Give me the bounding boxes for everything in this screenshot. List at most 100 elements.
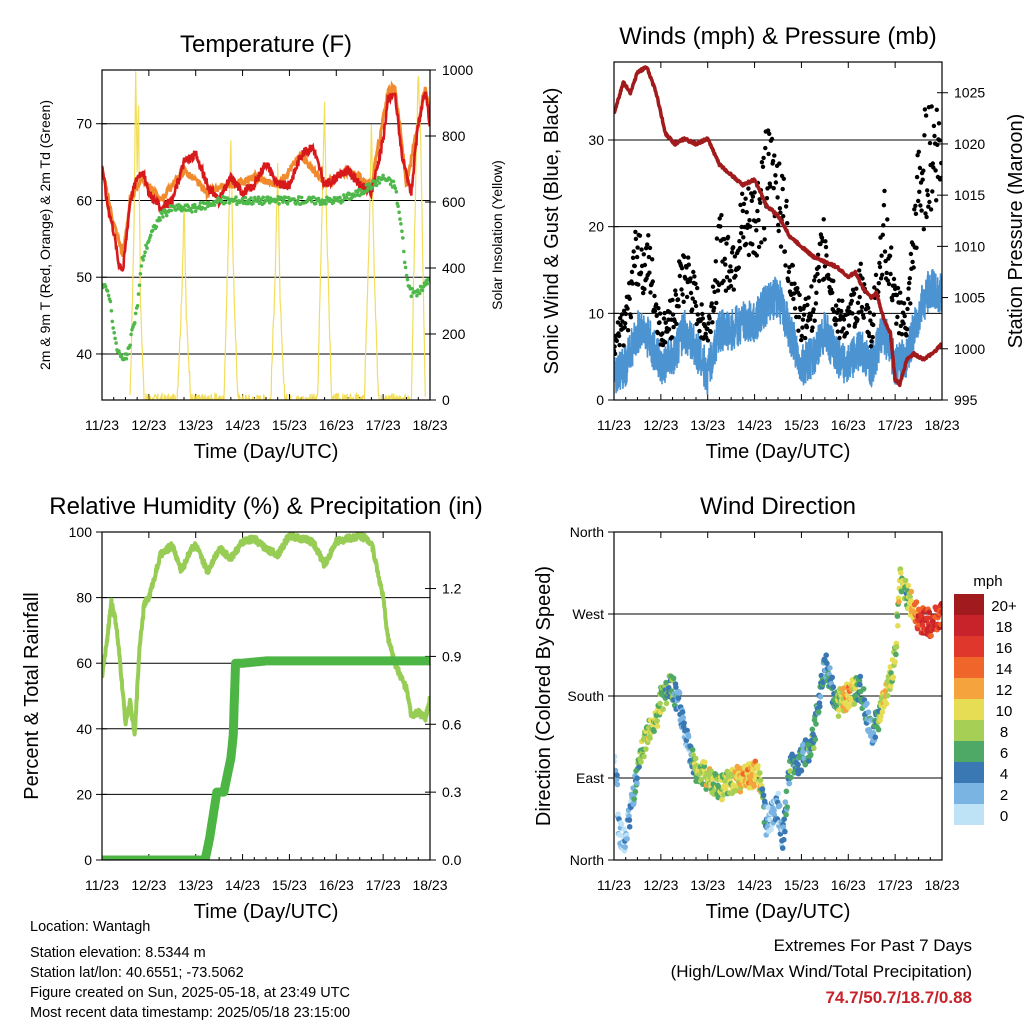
direction-point <box>905 582 912 589</box>
gust-point <box>619 312 625 317</box>
gust-point <box>817 278 822 284</box>
gust-point <box>633 229 638 235</box>
dewpoint-point <box>249 196 253 200</box>
rh-line <box>102 532 430 737</box>
direction-point <box>817 703 823 710</box>
winds-y2tick-label: 1000 <box>954 341 985 357</box>
gust-point <box>723 262 728 267</box>
dewpoint-point <box>109 309 114 313</box>
legend-swatch <box>954 699 984 720</box>
gust-point <box>740 208 745 214</box>
gust-point <box>894 292 899 298</box>
direction-point <box>638 759 644 765</box>
direction-point <box>757 777 764 783</box>
temp-9m-line <box>102 80 430 257</box>
humidity-ytick-label: 100 <box>69 524 93 540</box>
gust-point <box>912 207 917 212</box>
temp-2m-line <box>102 90 430 272</box>
legend-title: mph <box>973 573 1002 590</box>
direction-point <box>815 709 822 715</box>
gust-point <box>676 304 681 309</box>
gust-point <box>724 241 729 246</box>
winds-y2tick-label: 1005 <box>954 290 985 306</box>
direction-point <box>757 770 763 776</box>
winds-xtick-label: 17/23 <box>878 417 913 433</box>
gust-point <box>747 218 752 223</box>
dewpoint-point <box>399 222 403 226</box>
gust-point <box>809 284 814 289</box>
dewpoint-point <box>129 332 133 337</box>
gust-point <box>719 213 724 218</box>
gust-point <box>831 278 836 284</box>
dewpoint-point <box>415 293 419 298</box>
dewpoint-point <box>417 291 422 296</box>
gust-point <box>633 236 639 242</box>
legend-label: 20+ <box>991 598 1017 615</box>
humidity-xtick-label: 18/23 <box>412 877 447 893</box>
gust-point <box>929 104 934 109</box>
gust-point <box>901 301 907 306</box>
gust-point <box>680 292 685 297</box>
dewpoint-point <box>233 198 237 203</box>
gust-point <box>871 322 876 328</box>
gust-point <box>688 276 693 281</box>
solar-insolation-line <box>129 71 426 400</box>
direction-point <box>808 751 814 758</box>
dewpoint-point <box>397 210 401 215</box>
gust-point <box>767 131 772 136</box>
gust-point <box>835 329 840 334</box>
temperature-ylabel-right: Solar Insolation (Yellow) <box>489 160 505 310</box>
legend-label: 4 <box>1000 766 1008 783</box>
gust-point <box>706 321 711 326</box>
gust-point <box>756 217 761 223</box>
temperature-plot-area <box>102 71 430 400</box>
humidity-xtick-label: 17/23 <box>366 877 401 893</box>
gust-point <box>891 276 897 282</box>
dewpoint-point <box>158 218 162 222</box>
direction-point <box>864 700 870 707</box>
gust-point <box>754 253 759 258</box>
gust-point <box>662 310 667 316</box>
direction-xtick-label: 15/23 <box>784 877 819 893</box>
gust-point <box>900 310 906 315</box>
humidity-y2tick-label: 0.6 <box>442 716 462 732</box>
gust-point <box>758 200 763 205</box>
direction-point <box>673 684 679 691</box>
direction-point <box>654 718 660 724</box>
direction-xtick-label: 14/23 <box>737 877 772 893</box>
gust-point <box>768 184 773 189</box>
gust-point <box>690 307 695 312</box>
gust-point <box>877 260 882 266</box>
gust-point <box>913 203 918 208</box>
temperature-ylabel-left: 2m & 9m T (Red, Orange) & 2m Td (Green) <box>37 100 53 370</box>
gust-point <box>908 301 913 306</box>
dewpoint-point <box>161 215 165 219</box>
gust-point <box>647 270 652 275</box>
gust-point <box>760 164 766 169</box>
gust-point <box>763 145 768 151</box>
direction-point <box>830 684 837 690</box>
gust-point <box>857 294 862 300</box>
dewpoint-point <box>138 272 143 276</box>
dewpoint-point <box>341 199 345 203</box>
dewpoint-point <box>261 195 266 200</box>
gust-point <box>886 281 892 287</box>
gust-point <box>654 313 659 318</box>
direction-point <box>926 609 933 616</box>
gust-point <box>657 311 663 316</box>
direction-point <box>857 681 863 688</box>
gust-point <box>663 320 668 325</box>
direction-point <box>866 726 873 733</box>
gust-point <box>652 293 657 299</box>
gust-point <box>652 308 658 314</box>
humidity-xtick-label: 12/23 <box>131 877 166 893</box>
gust-point <box>933 168 938 173</box>
dewpoint-point <box>405 277 410 282</box>
legend-label: 6 <box>1000 745 1008 762</box>
dewpoint-point <box>145 246 149 250</box>
direction-point <box>759 786 766 792</box>
gust-point <box>804 325 810 330</box>
gust-point <box>705 326 710 331</box>
winds-ytick-label: 30 <box>588 132 604 148</box>
gust-point <box>803 335 808 341</box>
